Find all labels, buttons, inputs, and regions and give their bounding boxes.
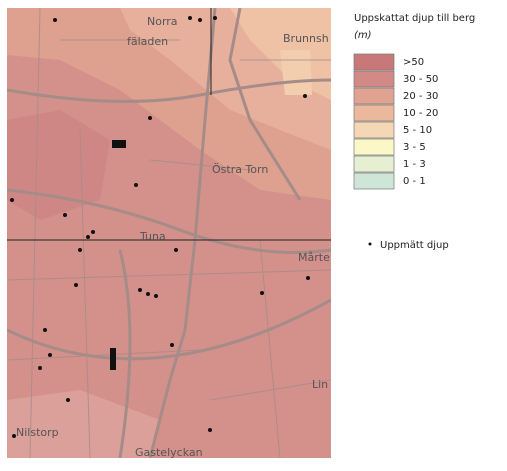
- legend-label: 0 - 1: [403, 176, 426, 187]
- point-label: Uppmätt djup: [380, 240, 449, 251]
- legend-label: 30 - 50: [403, 74, 438, 85]
- place-label: Norra: [147, 15, 178, 28]
- legend-label: 20 - 30: [403, 91, 438, 102]
- legend-label: 1 - 3: [403, 159, 426, 170]
- legend-swatch: [353, 138, 395, 156]
- legend-swatch: [353, 121, 395, 139]
- legend: Uppskattat djup till berg (m) Uppmätt dj…: [353, 13, 475, 251]
- place-label: Nilstorp: [16, 426, 59, 439]
- legend-label: >50: [403, 57, 424, 68]
- place-label: fäladen: [127, 35, 168, 48]
- legend-swatch: [353, 70, 395, 88]
- place-label: Mårte: [298, 251, 330, 264]
- legend-label: 3 - 5: [403, 142, 426, 153]
- place-label: Lin: [312, 378, 328, 391]
- place-label: Tuna: [139, 230, 166, 243]
- legend-swatch: [353, 104, 395, 122]
- place-label: Östra Torn: [212, 163, 268, 176]
- legend-swatch: [353, 87, 395, 105]
- map: Norra fäladen Brunnsh Östra Torn Tuna Må…: [7, 8, 331, 459]
- legend-swatch: [353, 53, 395, 71]
- legend-swatch: [353, 155, 395, 173]
- legend-unit: (m): [354, 30, 372, 41]
- place-label: Gastelyckan: [135, 446, 203, 459]
- legend-label: 5 - 10: [403, 125, 432, 136]
- point-symbol: [368, 242, 372, 246]
- legend-label: 10 - 20: [403, 108, 438, 119]
- legend-title: Uppskattat djup till berg: [354, 13, 475, 24]
- legend-swatch: [353, 172, 395, 190]
- place-label: Brunnsh: [283, 32, 329, 45]
